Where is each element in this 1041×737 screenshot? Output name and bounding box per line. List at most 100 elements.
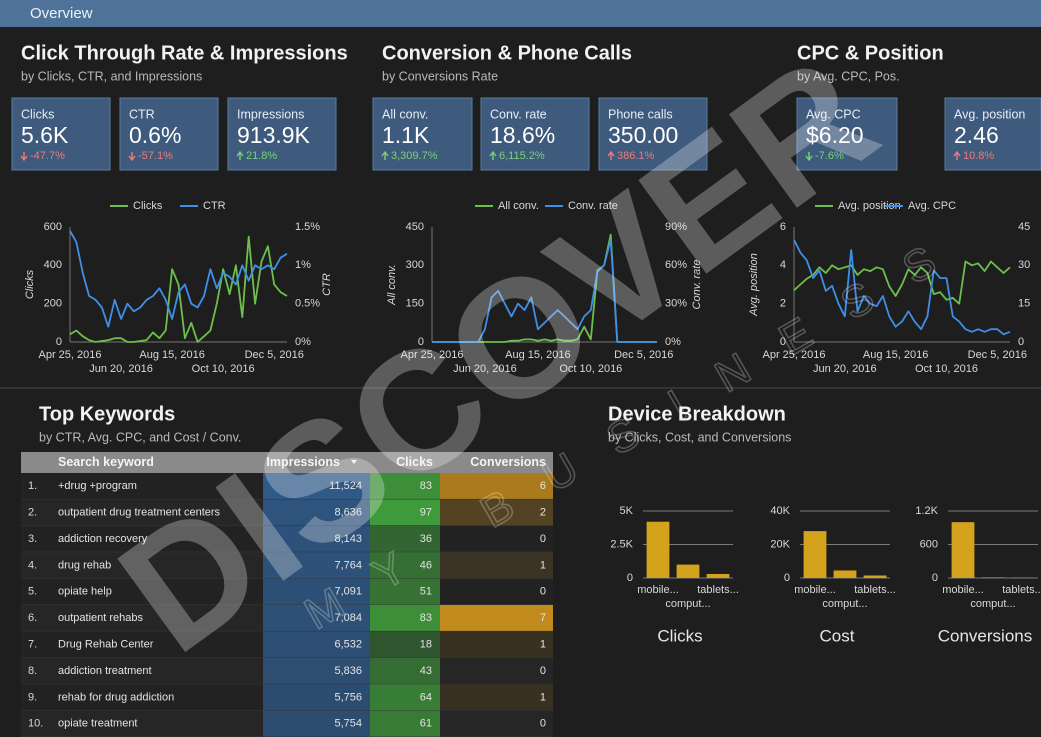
y2-tick-label: 0%	[295, 336, 311, 348]
clicks: 61	[420, 718, 432, 730]
section-title: Click Through Rate & Impressions	[21, 42, 348, 64]
section-title: Device Breakdown	[608, 403, 786, 425]
row-rank: 2.	[28, 507, 37, 519]
scorecard-label: Impressions	[237, 107, 304, 121]
impressions: 8,143	[334, 533, 362, 545]
chart-title: Cost	[820, 626, 855, 645]
series-line	[432, 238, 657, 343]
clicks: 18	[420, 639, 432, 651]
heat-cell	[370, 710, 440, 737]
legend-label: Avg. position	[838, 200, 901, 212]
legend-label: All conv.	[498, 200, 539, 212]
clicks: 83	[420, 480, 432, 492]
scorecard-label: All conv.	[382, 107, 428, 121]
series-line	[69, 230, 288, 328]
section-subtitle: by CTR, Avg. CPC, and Cost / Conv.	[39, 430, 241, 444]
bar	[676, 564, 700, 578]
section-subtitle: by Clicks, CTR, and Impressions	[21, 69, 202, 83]
scorecard-value: 1.1K	[382, 122, 430, 148]
heat-cell	[440, 552, 553, 579]
bar	[863, 575, 887, 578]
x-tick-label: Apr 25, 2016	[401, 349, 464, 361]
column-header[interactable]: Conversions	[470, 455, 546, 469]
y-tick-label: 0	[932, 572, 938, 584]
x-tick-label: Aug 15, 2016	[139, 349, 204, 361]
keyword: Drug Rehab Center	[58, 639, 154, 651]
x-tick-label: Jun 20, 2016	[453, 363, 517, 375]
row-rank: 5.	[28, 586, 37, 598]
keyword: addiction treatment	[58, 665, 152, 677]
clicks: 97	[420, 507, 432, 519]
heat-cell	[263, 631, 370, 658]
conversions: 6	[540, 480, 546, 492]
y-tick-label: 0	[780, 336, 786, 348]
keyword: rehab for drug addiction	[58, 691, 174, 703]
impressions: 7,764	[334, 559, 362, 571]
impressions: 8,636	[334, 507, 362, 519]
x-tick-label: Dec 5, 2016	[245, 349, 304, 361]
scorecard-value: $6.20	[806, 122, 864, 148]
x-tick-label: mobile...	[942, 584, 984, 596]
scorecard	[11, 97, 111, 171]
column-header[interactable]: Search keyword	[58, 455, 154, 469]
heat-cell	[370, 473, 440, 500]
legend-label: Avg. CPC	[908, 200, 956, 212]
row-rank: 3.	[28, 533, 37, 545]
conversions: 1	[540, 639, 546, 651]
keyword: opiate treatment	[58, 718, 138, 730]
y2-tick-label: 0	[1018, 336, 1024, 348]
heat-cell	[370, 605, 440, 632]
scorecard	[480, 97, 590, 171]
x-tick-label: tablets...	[697, 584, 739, 596]
heat-cell	[440, 711, 553, 737]
heat-cell	[440, 658, 553, 684]
heat-cell	[370, 578, 440, 605]
x-tick-label: tablets...	[1002, 584, 1041, 596]
x-tick-label: mobile...	[794, 584, 836, 596]
heat-cell	[263, 605, 370, 632]
heat-cell	[263, 710, 370, 737]
clicks: 46	[420, 559, 432, 571]
column-header[interactable]: Impressions	[266, 455, 340, 469]
clicks: 36	[420, 533, 432, 545]
scorecard-delta: -7.6%	[815, 150, 844, 162]
y-tick-label: 4	[780, 259, 786, 271]
section-subtitle: by Clicks, Cost, and Conversions	[608, 430, 791, 444]
y-tick-label: 0	[784, 572, 790, 584]
x-tick-label: Apr 25, 2016	[763, 349, 826, 361]
heat-cell	[440, 499, 553, 526]
y-tick-label: 0	[627, 572, 633, 584]
y2-tick-label: 1.5%	[295, 221, 320, 233]
y2-tick-label: 30%	[665, 298, 687, 310]
y-tick-label: 450	[406, 221, 424, 233]
scorecard-label: Avg. position	[954, 107, 1025, 121]
trend-arrow	[20, 152, 28, 162]
y2-tick-label: 90%	[665, 221, 687, 233]
legend-label: Clicks	[133, 200, 163, 212]
heat-cell	[370, 631, 440, 658]
row-rank: 10.	[28, 718, 43, 730]
x-tick-label: mobile...	[637, 584, 679, 596]
conversions: 0	[540, 533, 546, 545]
y2-tick-label: 30	[1018, 259, 1030, 271]
y2-axis-title: CTR	[321, 273, 333, 296]
x-tick-label: comput...	[970, 598, 1015, 610]
scorecard-delta: -57.1%	[138, 150, 173, 162]
x-tick-label: Apr 25, 2016	[39, 349, 102, 361]
scorecard-value: 5.6K	[21, 122, 69, 148]
trend-arrow	[489, 150, 497, 160]
y-tick-label: 150	[406, 298, 424, 310]
bar	[646, 521, 670, 578]
x-tick-label: comput...	[822, 598, 867, 610]
conversions: 7	[540, 612, 546, 624]
y2-tick-label: 45	[1018, 221, 1030, 233]
impressions: 11,524	[329, 480, 362, 492]
heat-cell	[370, 552, 440, 579]
conversions: 2	[540, 507, 546, 519]
x-tick-label: Oct 10, 2016	[192, 363, 255, 375]
column-header[interactable]: Clicks	[396, 455, 433, 469]
section-title: Conversion & Phone Calls	[382, 42, 632, 64]
y-tick-label: 5K	[620, 505, 634, 517]
heat-cell	[263, 578, 370, 605]
heat-cell	[263, 525, 370, 553]
